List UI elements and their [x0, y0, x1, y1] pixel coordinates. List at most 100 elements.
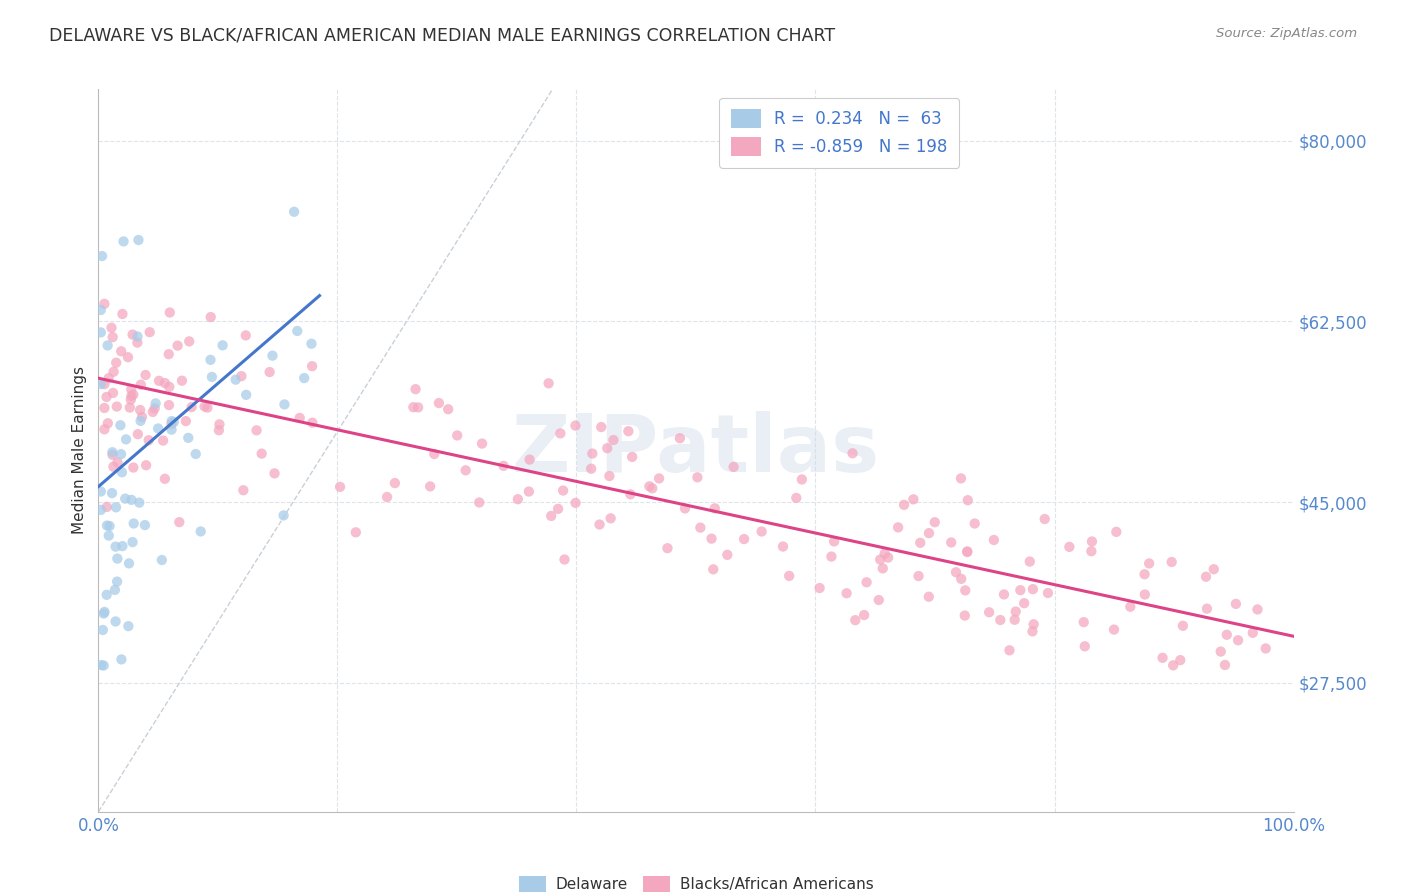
Point: [93, 605, 115, 619]
Point: [673, 501, 696, 516]
Point: [648, 471, 671, 485]
Point: [1246, 602, 1268, 616]
Point: [101, 386, 124, 401]
Point: [785, 491, 807, 505]
Point: [285, 324, 308, 338]
Point: [301, 359, 323, 374]
Point: [148, 374, 170, 388]
Point: [117, 350, 139, 364]
Point: [406, 401, 429, 415]
Point: [384, 476, 406, 491]
Point: [547, 501, 569, 516]
Point: [91, 623, 114, 637]
Point: [468, 495, 491, 509]
Point: [122, 387, 145, 401]
Point: [157, 398, 180, 412]
Point: [550, 426, 572, 441]
Point: [963, 516, 986, 531]
Point: [97, 528, 120, 542]
Point: [808, 581, 831, 595]
Point: [955, 583, 977, 598]
Point: [1018, 555, 1040, 569]
Point: [1102, 623, 1125, 637]
Point: [101, 448, 124, 462]
Point: [138, 325, 160, 339]
Point: [1227, 633, 1250, 648]
Point: [90, 503, 112, 517]
Point: [128, 495, 150, 509]
Point: [292, 371, 315, 385]
Point: [179, 334, 201, 349]
Point: [104, 540, 127, 554]
Point: [641, 481, 664, 495]
Point: [868, 593, 890, 607]
Point: [105, 551, 128, 566]
Point: [101, 330, 124, 344]
Text: ZIPatlas: ZIPatlas: [512, 411, 880, 490]
Point: [1059, 540, 1081, 554]
Point: [427, 396, 450, 410]
Point: [200, 352, 222, 367]
Point: [602, 433, 624, 447]
Point: [157, 380, 180, 394]
Point: [872, 561, 894, 575]
Point: [344, 525, 367, 540]
Point: [877, 550, 900, 565]
Point: [120, 392, 142, 407]
Point: [1137, 557, 1160, 571]
Point: [1152, 650, 1174, 665]
Text: Source: ZipAtlas.com: Source: ZipAtlas.com: [1216, 27, 1357, 40]
Point: [733, 532, 755, 546]
Point: [853, 608, 876, 623]
Point: [115, 433, 138, 447]
Point: [100, 320, 122, 334]
Point: [110, 652, 132, 666]
Point: [517, 484, 540, 499]
Point: [599, 511, 621, 525]
Point: [107, 455, 129, 469]
Point: [950, 572, 973, 586]
Y-axis label: Median Male Earnings: Median Male Earnings: [72, 367, 87, 534]
Point: [160, 417, 183, 431]
Point: [104, 582, 127, 597]
Point: [1133, 567, 1156, 582]
Point: [702, 562, 724, 576]
Point: [142, 405, 165, 419]
Point: [129, 414, 152, 428]
Point: [716, 548, 738, 562]
Point: [90, 484, 112, 499]
Point: [844, 613, 866, 627]
Point: [492, 458, 515, 473]
Point: [1074, 640, 1097, 654]
Point: [170, 374, 193, 388]
Point: [1081, 534, 1104, 549]
Point: [146, 421, 169, 435]
Point: [93, 377, 115, 392]
Point: [700, 532, 723, 546]
Point: [581, 446, 603, 460]
Point: [1241, 625, 1264, 640]
Point: [105, 574, 128, 589]
Point: [869, 552, 891, 566]
Point: [135, 368, 157, 382]
Point: [143, 401, 166, 416]
Point: [200, 310, 222, 324]
Point: [201, 370, 224, 384]
Point: [1161, 658, 1184, 673]
Point: [945, 566, 967, 580]
Point: [225, 373, 247, 387]
Point: [301, 336, 323, 351]
Point: [993, 587, 1015, 601]
Point: [90, 302, 112, 317]
Point: [301, 416, 323, 430]
Point: [540, 508, 562, 523]
Point: [598, 469, 620, 483]
Point: [506, 492, 529, 507]
Point: [1022, 617, 1045, 632]
Point: [910, 536, 932, 550]
Point: [1004, 613, 1026, 627]
Point: [111, 307, 134, 321]
Point: [118, 557, 141, 571]
Point: [105, 356, 128, 370]
Point: [93, 607, 115, 621]
